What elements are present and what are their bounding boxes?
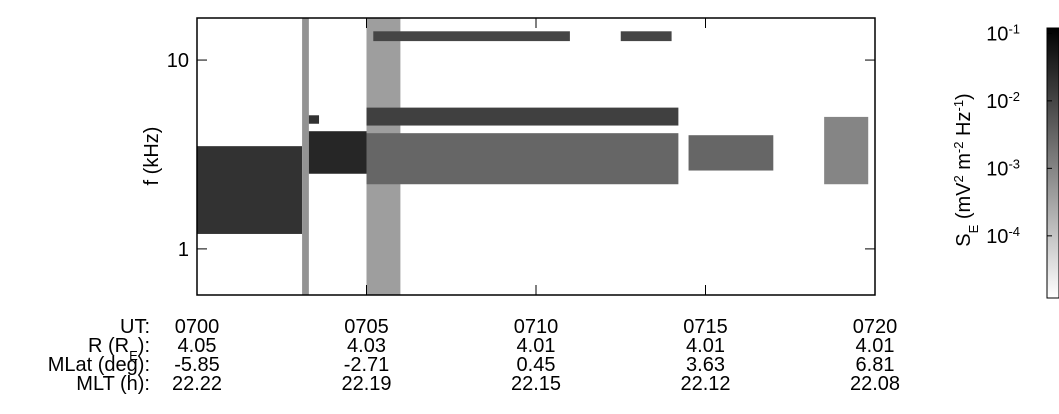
spectral-patch bbox=[366, 107, 679, 126]
spectral-patch bbox=[366, 133, 679, 185]
spectral-patch bbox=[197, 146, 303, 234]
label-part: 2 bbox=[951, 175, 966, 182]
colorbar-tick-label: 10-2 bbox=[986, 88, 1020, 113]
y-tick-label: 1 bbox=[178, 239, 189, 261]
tick-exp: -3 bbox=[1008, 156, 1020, 171]
label-part: -1 bbox=[951, 100, 966, 112]
spectral-patch bbox=[688, 135, 774, 171]
ephemeris-value: 4.01 bbox=[856, 335, 895, 357]
ephemeris-value: 4.01 bbox=[686, 335, 725, 357]
ephemeris-value: 22.19 bbox=[341, 373, 391, 395]
tick-base: 10 bbox=[986, 226, 1008, 248]
colorbar-tick-label: 10-1 bbox=[986, 21, 1020, 46]
x-tick-label: 0710 bbox=[514, 316, 559, 338]
x-tick-label: 0720 bbox=[853, 316, 898, 338]
spectral-patch bbox=[620, 31, 672, 42]
ephemeris-value: 22.12 bbox=[680, 373, 730, 395]
label-part: MLT (h): bbox=[76, 373, 150, 395]
ephemeris-value: 22.22 bbox=[172, 373, 222, 395]
label-part: S bbox=[953, 233, 975, 246]
spectral-patch bbox=[373, 31, 570, 42]
y-axis-label: f (kHz) bbox=[141, 127, 163, 186]
label-part: Hz bbox=[953, 111, 975, 141]
tick-exp: -2 bbox=[1008, 88, 1020, 103]
label-part: (mV bbox=[953, 182, 975, 225]
spectral-patch bbox=[302, 18, 309, 295]
ephemeris-value: 0.45 bbox=[517, 354, 556, 376]
label-part: E bbox=[129, 348, 138, 363]
spectral-patch bbox=[308, 115, 320, 124]
label-part: E bbox=[966, 224, 981, 233]
label-part: m bbox=[953, 153, 975, 175]
ephemeris-value: 3.63 bbox=[686, 354, 725, 376]
label-part: ) bbox=[953, 93, 975, 100]
ephemeris-value: 4.01 bbox=[517, 335, 556, 357]
x-tick-label: 0715 bbox=[683, 316, 728, 338]
label-part: R (R bbox=[88, 335, 129, 357]
ephemeris-value: 6.81 bbox=[856, 354, 895, 376]
ephemeris-label: MLat (deg): bbox=[48, 354, 150, 376]
tick-base: 10 bbox=[986, 91, 1008, 113]
colorbar-tick-label: 10-3 bbox=[986, 156, 1020, 181]
ephemeris-value: 22.08 bbox=[850, 373, 900, 395]
label-part: ): bbox=[138, 335, 150, 357]
ephemeris-label: UT: bbox=[120, 316, 150, 338]
tick-base: 10 bbox=[986, 158, 1008, 180]
ephemeris-label: MLT (h): bbox=[76, 373, 150, 395]
label-part: UT: bbox=[120, 316, 150, 338]
ephemeris-label: R (RE): bbox=[88, 335, 150, 363]
label-part: -2 bbox=[951, 141, 966, 153]
y-tick-label: 10 bbox=[167, 50, 189, 72]
x-tick-label: 0700 bbox=[175, 316, 220, 338]
tick-exp: -4 bbox=[1008, 223, 1020, 238]
colorbar-tick-label: 10-4 bbox=[986, 223, 1020, 248]
tick-base: 10 bbox=[986, 23, 1008, 45]
ephemeris-value: 22.15 bbox=[511, 373, 561, 395]
spectral-patch bbox=[824, 116, 869, 185]
spectral-patch bbox=[308, 131, 367, 174]
colorbar-label: SE (mV2 m-2 Hz-1) bbox=[951, 93, 981, 246]
colorbar bbox=[1046, 27, 1059, 299]
tick-exp: -1 bbox=[1008, 21, 1020, 36]
ephemeris-value: 4.03 bbox=[347, 335, 386, 357]
ephemeris-value: -5.85 bbox=[174, 354, 220, 376]
ephemeris-value: -2.71 bbox=[344, 354, 390, 376]
ephemeris-value: 4.05 bbox=[178, 335, 217, 357]
x-tick-label: 0705 bbox=[344, 316, 389, 338]
label-part: MLat (deg): bbox=[48, 354, 150, 376]
